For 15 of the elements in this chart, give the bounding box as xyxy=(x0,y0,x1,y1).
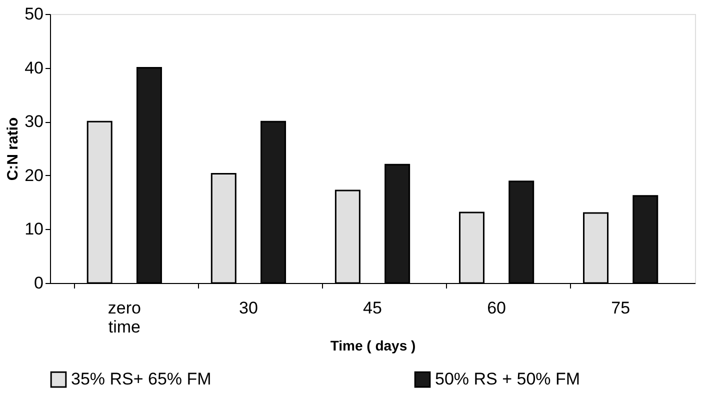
y-axis-title: C:N ratio xyxy=(4,117,22,181)
y-tick-label: 50 xyxy=(24,4,44,24)
x-tick-label: 45 xyxy=(363,298,382,318)
y-tick-label: 40 xyxy=(24,58,44,78)
x-tick-label: zero time xyxy=(108,298,141,336)
x-axis-title: Time ( days ) xyxy=(330,338,416,354)
x-tick-label: 30 xyxy=(239,298,258,318)
y-tick-label: 30 xyxy=(24,112,44,132)
legend-label: 35% RS+ 65% FM xyxy=(71,370,212,389)
y-tick-label: 0 xyxy=(34,274,44,292)
x-tick-label: 75 xyxy=(611,298,630,318)
y-tick-label: 10 xyxy=(24,220,44,239)
y-tick-label: 20 xyxy=(24,166,44,185)
legend-label: 50% RS + 50% FM xyxy=(435,370,580,389)
x-tick-label: 60 xyxy=(487,298,506,318)
